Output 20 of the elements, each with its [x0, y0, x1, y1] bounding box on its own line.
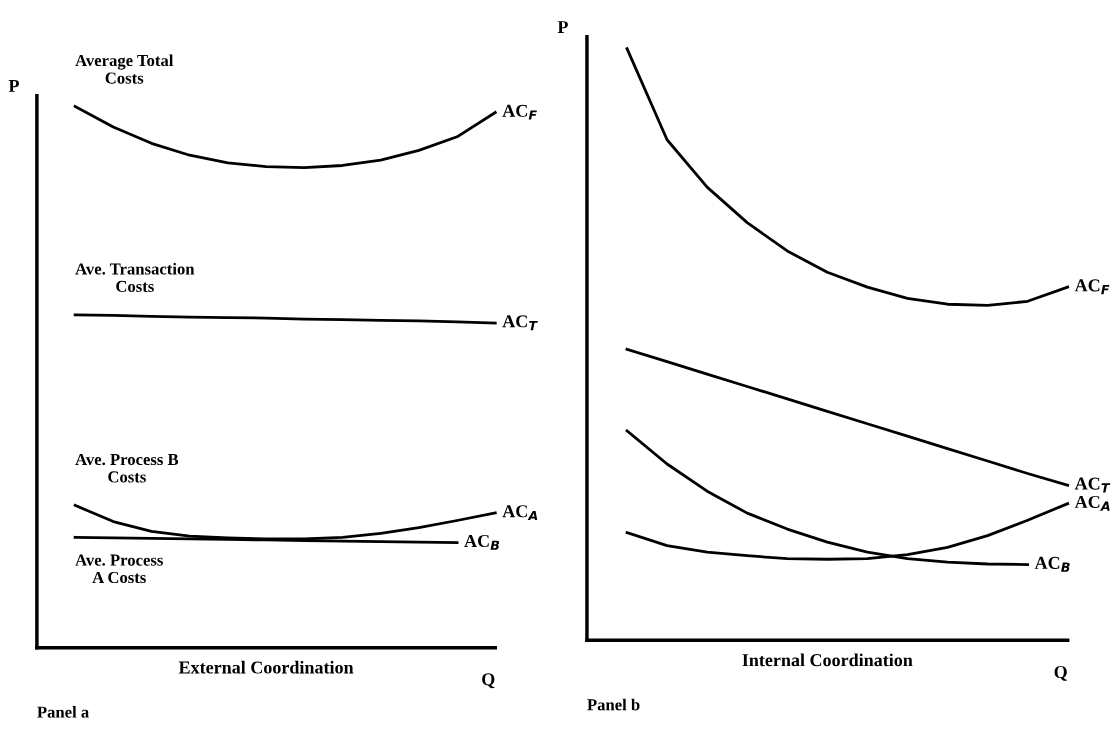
- text: Panel a: [37, 706, 89, 718]
- x-axis-title: Internal Coordination: [742, 653, 913, 667]
- text: Q: [1054, 665, 1067, 681]
- y-axis-title: P: [8, 80, 19, 92]
- series-label: AC$_{B}$: [1034, 556, 1070, 572]
- series-label: AC$_{B}$: [464, 534, 500, 550]
- annotation: Ave. Process B Costs: [75, 453, 179, 483]
- series-label: AC$_{T}$: [502, 315, 538, 331]
- series-label: AC$_{T}$: [1074, 477, 1111, 493]
- text: Average Total Costs: [75, 54, 174, 84]
- x-axis-title: External Coordination: [178, 660, 354, 674]
- series-label: AC$_{A}$: [502, 505, 538, 521]
- annotation: Ave. Process A Costs: [75, 554, 163, 584]
- annotation: Ave. Transaction Costs: [75, 262, 195, 293]
- y-axis-title: P: [557, 21, 568, 33]
- series-label: AC$_{F}$: [502, 104, 537, 120]
- text: Panel b: [587, 698, 640, 711]
- series-label: AC$_{F}$: [1074, 279, 1110, 295]
- series-label: AC$_{A}$: [1074, 495, 1110, 511]
- text: Q: [482, 673, 495, 689]
